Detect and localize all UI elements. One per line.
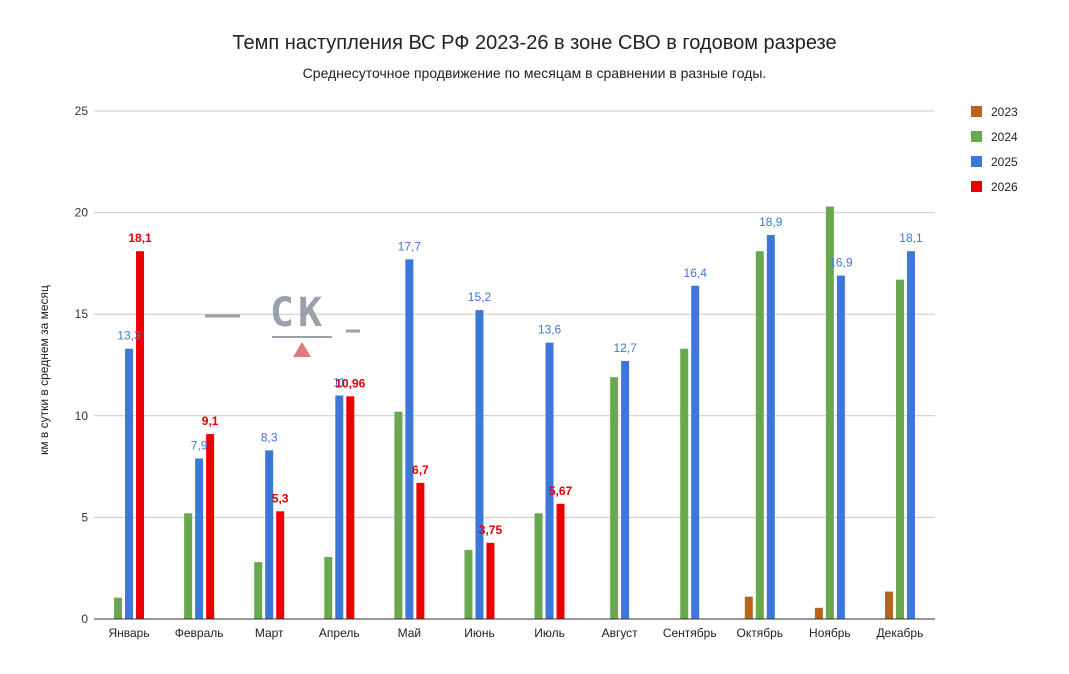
y-tick-label: 5 xyxy=(81,510,88,524)
data-label-2025: 11 xyxy=(333,375,346,389)
y-tick-label: 10 xyxy=(75,409,89,423)
bar-2025 xyxy=(691,285,700,619)
legend-swatch-2026 xyxy=(971,181,982,192)
x-tick-label: Декабрь xyxy=(877,626,924,640)
data-label-2025: 18,1 xyxy=(899,231,923,245)
data-label-2026: 5,67 xyxy=(549,484,573,498)
legend-swatch-2024 xyxy=(971,131,982,142)
data-label-2025: 18,9 xyxy=(759,215,783,229)
data-label-2026: 6,7 xyxy=(412,463,429,477)
x-tick-label: Октябрь xyxy=(737,626,784,640)
bar-2024 xyxy=(895,279,904,619)
bar-2026 xyxy=(346,396,355,619)
bar-2024 xyxy=(825,206,834,619)
chart-subtitle: Среднесуточное продвижение по месяцам в … xyxy=(302,65,767,81)
data-label-2026: 5,3 xyxy=(272,491,289,505)
x-tick-label: Июль xyxy=(534,626,565,640)
legend-swatch-2025 xyxy=(971,156,982,167)
data-label-2025: 17,7 xyxy=(398,239,422,253)
x-tick-label: Апрель xyxy=(319,626,360,640)
x-tick-label: Март xyxy=(255,626,284,640)
y-tick-label: 15 xyxy=(75,307,89,321)
x-tick-label: Февраль xyxy=(175,626,224,640)
x-tick-label: Сентябрь xyxy=(663,626,717,640)
bar-2024 xyxy=(534,513,543,619)
bar-2023 xyxy=(744,596,753,619)
data-label-2025: 12,7 xyxy=(613,341,637,355)
bar-2024 xyxy=(755,251,764,619)
bar-2024 xyxy=(114,597,123,619)
bar-2024 xyxy=(184,513,193,619)
watermark-logo: СК xyxy=(205,290,360,357)
data-label-2026: 9,1 xyxy=(202,414,219,428)
chart-title: Темп наступления ВС РФ 2023-26 в зоне СВ… xyxy=(232,32,837,54)
legend-label-2025: 2025 xyxy=(991,155,1018,169)
bar-2026 xyxy=(276,511,285,619)
x-tick-label: Август xyxy=(602,626,639,640)
bar-2025 xyxy=(836,275,845,619)
data-label-2026: 10,96 xyxy=(335,376,365,390)
bar-2026 xyxy=(556,503,565,619)
bar-2023 xyxy=(814,607,823,619)
data-label-2025: 15,2 xyxy=(468,290,492,304)
x-tick-label: Ноябрь xyxy=(809,626,851,640)
bars xyxy=(114,206,915,619)
data-label-2025: 8,3 xyxy=(261,430,278,444)
bar-2026 xyxy=(136,251,145,619)
y-tick-label: 25 xyxy=(75,104,89,118)
bar-2026 xyxy=(206,434,215,619)
bar-2025 xyxy=(545,342,554,619)
bar-2025 xyxy=(405,259,414,619)
bar-2024 xyxy=(394,411,403,619)
legend: 2023 2024 2025 2026 xyxy=(971,105,1018,194)
bar-2025 xyxy=(125,348,134,619)
y-tick-label: 0 xyxy=(81,612,88,626)
x-tick-label: Май xyxy=(398,626,422,640)
bar-2025 xyxy=(766,234,775,619)
data-label-2025: 16,9 xyxy=(829,256,853,270)
data-label-2025: 16,4 xyxy=(684,266,708,280)
legend-label-2023: 2023 xyxy=(991,105,1018,119)
data-label-2025: 7,9 xyxy=(191,438,208,452)
legend-label-2024: 2024 xyxy=(991,130,1018,144)
y-axis-label: км в сутки в среднем за месяц xyxy=(37,285,51,455)
bar-2025 xyxy=(195,458,204,619)
bar-2024 xyxy=(254,562,263,619)
bar-2024 xyxy=(610,377,619,619)
bar-2023 xyxy=(884,591,893,619)
bar-2025 xyxy=(335,395,344,619)
watermark-text: СК xyxy=(270,290,326,336)
data-label-2025: 13,3 xyxy=(117,329,141,343)
bar-2025 xyxy=(265,450,274,619)
x-tick-label: Июнь xyxy=(464,626,495,640)
watermark-triangle-icon xyxy=(293,342,311,357)
bar-2024 xyxy=(680,348,689,619)
bar-2024 xyxy=(324,557,333,619)
x-tick-label: Январь xyxy=(108,626,149,640)
bar-2025 xyxy=(906,251,915,619)
data-label-2026: 18,1 xyxy=(128,231,152,245)
legend-swatch-2023 xyxy=(971,106,982,117)
gridlines xyxy=(94,110,935,518)
bar-2026 xyxy=(416,482,425,619)
data-label-2025: 13,6 xyxy=(538,323,562,337)
bar-2026 xyxy=(486,542,495,619)
data-label-2026: 3,75 xyxy=(479,523,503,537)
y-tick-label: 20 xyxy=(75,206,89,220)
legend-label-2026: 2026 xyxy=(991,180,1018,194)
bar-2024 xyxy=(464,549,473,619)
bar-2025 xyxy=(621,360,630,619)
axes: 0 5 10 15 20 25 Январь Февраль Март Апрель Май Июнь… xyxy=(75,104,935,640)
bar-2025 xyxy=(475,310,484,619)
